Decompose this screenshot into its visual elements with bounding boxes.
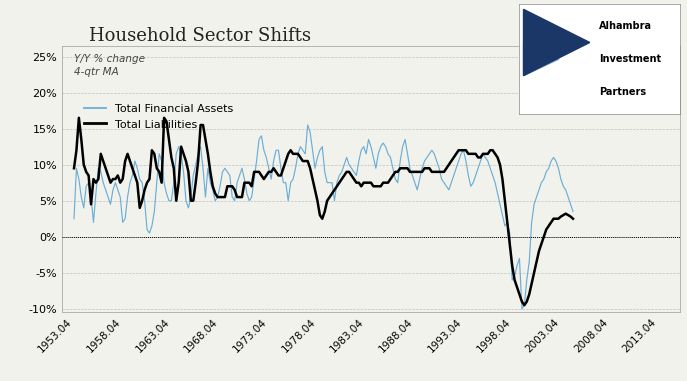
Text: Household Sector Shifts: Household Sector Shifts [89, 27, 311, 45]
Text: Investment: Investment [599, 54, 662, 64]
Polygon shape [523, 9, 589, 76]
Text: Y/Y % change
4-qtr MA: Y/Y % change 4-qtr MA [74, 54, 145, 77]
Polygon shape [523, 42, 559, 76]
Legend: Total Financial Assets, Total Liabilities: Total Financial Assets, Total Liabilitie… [80, 99, 238, 134]
Text: Alhambra: Alhambra [599, 21, 653, 31]
Text: Partners: Partners [599, 87, 646, 97]
